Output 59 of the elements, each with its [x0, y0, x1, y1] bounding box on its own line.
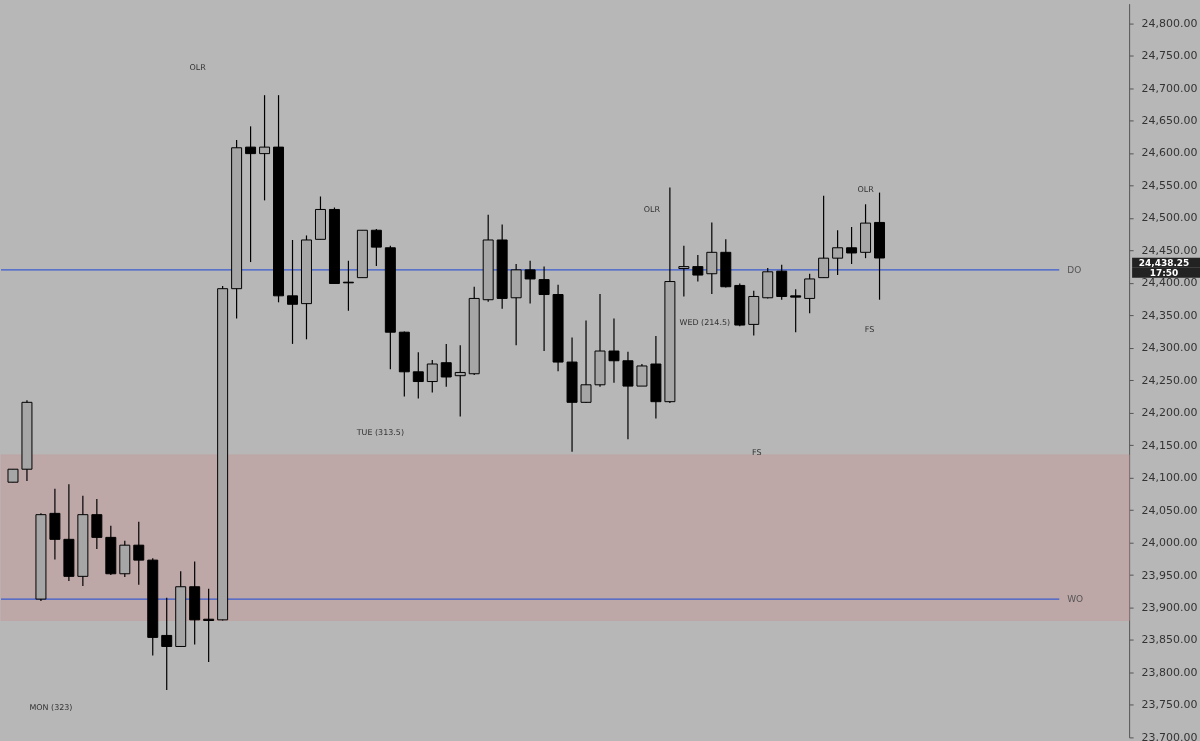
y-tick-label: 23,750.00: [1141, 698, 1198, 712]
annotation: FS: [864, 325, 875, 335]
candlestick: [426, 359, 438, 394]
candlestick: [692, 254, 704, 283]
candlestick: [636, 363, 648, 387]
annotation: FS: [751, 447, 762, 457]
candlestick: [706, 221, 718, 295]
annotation: OLR: [857, 185, 875, 195]
y-tick-label: 24,750.00: [1141, 49, 1198, 63]
ref-line-label: DO: [1067, 264, 1082, 275]
candlestick: [412, 351, 424, 400]
y-tick-label: 24,050.00: [1141, 503, 1198, 517]
candlestick: [678, 245, 690, 298]
y-tick-label: 24,700.00: [1141, 81, 1198, 95]
annotation: OLR: [189, 62, 207, 72]
ref-line-label: WO: [1067, 594, 1084, 605]
candlestick: [454, 344, 466, 418]
y-tick-label: 23,800.00: [1141, 665, 1198, 679]
y-tick-label: 24,550.00: [1141, 178, 1198, 192]
y-tick-label: 24,600.00: [1141, 146, 1198, 160]
y-tick-label: 24,000.00: [1141, 536, 1198, 550]
candlestick: [790, 288, 802, 333]
y-tick-label: 24,350.00: [1141, 308, 1198, 322]
y-tick-label: 24,150.00: [1141, 438, 1198, 452]
y-tick-label: 23,850.00: [1141, 633, 1198, 647]
candlestick: [440, 343, 452, 388]
candlestick: [259, 94, 271, 201]
candlestick: [804, 273, 816, 314]
candlestick: [832, 229, 844, 276]
candlestick: [133, 521, 145, 586]
candlestick: [91, 498, 103, 550]
candlestick: [203, 588, 215, 663]
y-tick-label: 24,200.00: [1141, 406, 1198, 420]
text: 17:50: [1149, 267, 1179, 278]
candlestick: [846, 226, 858, 265]
y-tick-label: 24,800.00: [1141, 16, 1198, 30]
candlestick: [245, 125, 257, 263]
y-tick-label: 24,250.00: [1141, 373, 1198, 387]
candlestick: [524, 260, 536, 305]
y-tick-label: 24,450.00: [1141, 243, 1198, 257]
candlestick: [580, 319, 592, 404]
y-tick-label: 24,650.00: [1141, 113, 1198, 127]
y-tick-label: 24,500.00: [1141, 211, 1198, 225]
annotation: WED (214.5): [679, 318, 731, 328]
annotation: MON (323): [29, 703, 73, 713]
y-tick-label: 23,950.00: [1141, 568, 1198, 582]
y-tick-label: 24,300.00: [1141, 341, 1198, 355]
candlestick: [161, 597, 173, 691]
y-tick-label: 24,100.00: [1141, 471, 1198, 485]
candlestick: [818, 195, 830, 279]
y-tick-label: 24,400.00: [1141, 276, 1198, 290]
candlestick: [608, 317, 620, 384]
candlestick: [287, 239, 298, 345]
annotation: TUE (313.5): [355, 427, 405, 437]
candlestick: [538, 266, 550, 352]
annotation: OLR: [643, 205, 661, 215]
candlestick: [370, 228, 382, 267]
text: 24,438.25: [1138, 257, 1190, 268]
y-tick-label: 23,900.00: [1141, 601, 1198, 615]
